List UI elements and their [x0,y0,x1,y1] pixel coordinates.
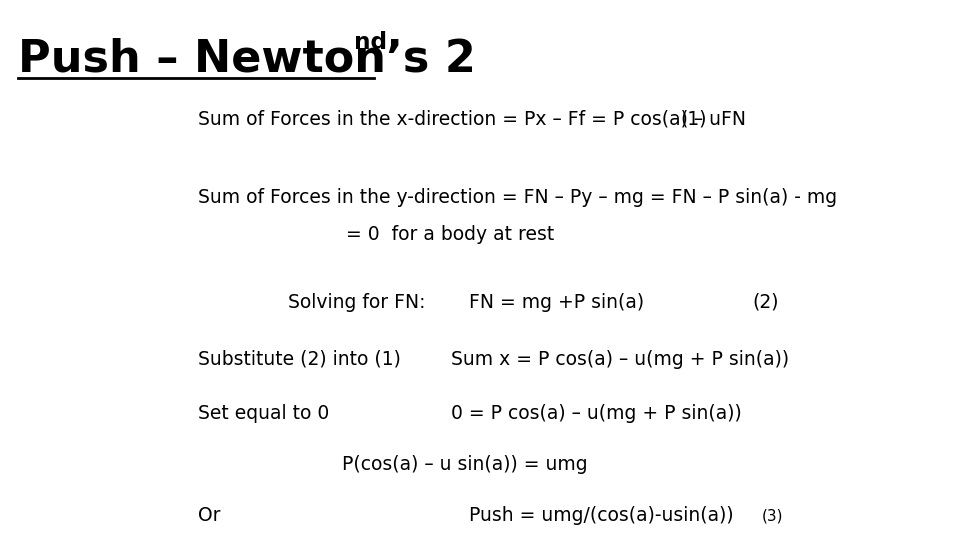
Text: P(cos(a) – u sin(a)) = umg: P(cos(a) – u sin(a)) = umg [343,455,588,474]
Text: (3): (3) [761,508,783,523]
Text: (2): (2) [753,293,779,312]
Text: Or: Or [199,506,221,525]
Text: FN = mg +P sin(a): FN = mg +P sin(a) [468,293,644,312]
Text: Sum x = P cos(a) – u(mg + P sin(a)): Sum x = P cos(a) – u(mg + P sin(a)) [450,349,789,369]
Text: (1): (1) [681,109,707,129]
Text: Sum of Forces in the y-direction = FN – Py – mg = FN – P sin(a) - mg: Sum of Forces in the y-direction = FN – … [199,187,837,207]
Text: Push = umg/(cos(a)-usin(a)): Push = umg/(cos(a)-usin(a)) [468,506,733,525]
Text: Solving for FN:: Solving for FN: [288,293,426,312]
Text: Set equal to 0: Set equal to 0 [199,403,329,423]
Text: 0 = P cos(a) – u(mg + P sin(a)): 0 = P cos(a) – u(mg + P sin(a)) [450,403,741,423]
Text: nd: nd [354,31,387,55]
Text: Substitute (2) into (1): Substitute (2) into (1) [199,349,401,369]
Text: Push – Newton’s 2: Push – Newton’s 2 [18,38,476,81]
Text: Sum of Forces in the x-direction = Px – Ff = P cos(a) – uFN: Sum of Forces in the x-direction = Px – … [199,109,746,129]
Text: = 0  for a body at rest: = 0 for a body at rest [347,225,555,245]
